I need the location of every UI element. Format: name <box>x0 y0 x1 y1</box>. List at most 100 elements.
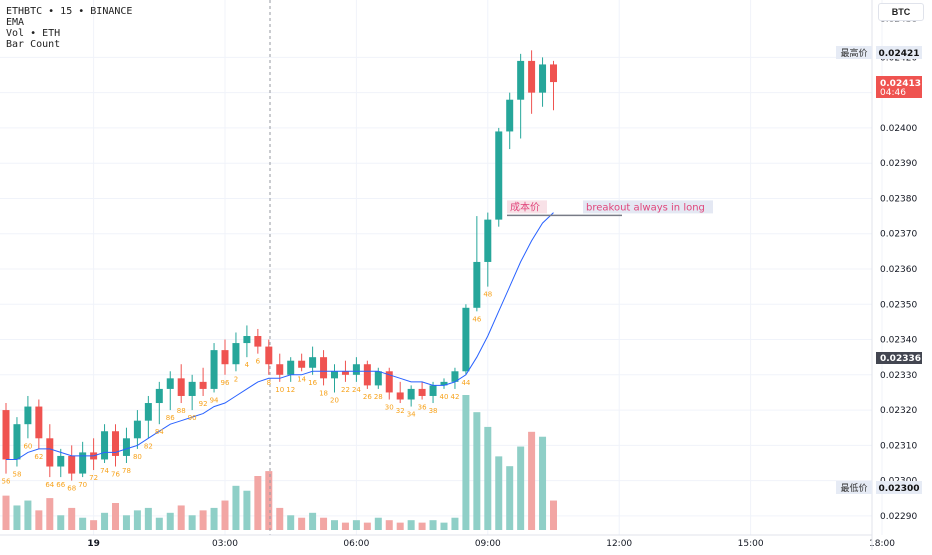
volume-bar <box>429 520 437 530</box>
bar-count-indicator-label[interactable]: Bar Count <box>6 39 61 50</box>
ema-line <box>6 212 554 460</box>
volume-bar <box>221 500 229 530</box>
candle-body <box>57 455 65 467</box>
candle-body <box>363 364 371 386</box>
volume-bar <box>13 505 21 530</box>
volume-bar <box>484 426 492 530</box>
bar-count-label: 56 <box>2 478 11 486</box>
candle-body <box>385 371 393 393</box>
ema-value: 0.02336 <box>880 354 921 364</box>
current-price-bg <box>876 76 922 98</box>
candle-body <box>177 378 185 396</box>
time-tick-label: 03:00 <box>212 539 238 549</box>
time-tick-label: 09:00 <box>475 539 501 549</box>
candle-body <box>254 336 262 347</box>
bar-count-label: 96 <box>221 379 230 387</box>
bar-count-label: 72 <box>89 474 98 482</box>
volume-bar <box>24 500 32 530</box>
candle-body <box>243 336 251 344</box>
candle-body <box>320 357 328 379</box>
candle-body <box>188 381 196 396</box>
price-tags: 最高价 0.02421 0.02413 04:46 0.02336 最低价 0.… <box>836 15 922 494</box>
volume-bar <box>331 520 338 530</box>
volume-indicator-label[interactable]: Vol • ETH <box>6 28 61 39</box>
bar-countdown: 04:46 <box>880 88 906 98</box>
volume-bar <box>320 517 328 530</box>
volume-bar <box>352 520 360 530</box>
chart-legend: ETHBTC • 15 • BINANCE EMA Vol • ETH Bar … <box>6 6 132 50</box>
volume-bar <box>101 512 109 530</box>
bar-count-label: 78 <box>122 467 131 475</box>
ema-indicator-label[interactable]: EMA <box>6 17 25 28</box>
volume-bar <box>166 512 174 530</box>
candle-body <box>418 388 426 396</box>
bar-count-label: 80 <box>133 453 142 461</box>
volume-bar <box>122 515 130 530</box>
volume-bar <box>550 500 557 530</box>
bar-count-label: 32 <box>396 407 405 415</box>
price-tick-label: 0.02320 <box>880 406 917 416</box>
bar-count-label: 16 <box>308 379 317 387</box>
volume-bar <box>254 476 262 530</box>
price-tick-label: 0.02370 <box>880 230 917 240</box>
volume-bar <box>396 522 404 530</box>
bar-count-label: 88 <box>177 407 186 415</box>
volume-bar <box>440 522 448 530</box>
bar-count-label: 24 <box>352 386 361 394</box>
bar-count-label: 60 <box>23 442 32 450</box>
candle-body <box>451 371 459 382</box>
candle-body <box>133 420 141 439</box>
time-tick-label: 06:00 <box>343 539 369 549</box>
candle-body <box>232 343 240 365</box>
currency-button[interactable]: BTC <box>878 3 924 21</box>
bar-count-label: 2 <box>234 375 238 383</box>
volume-bar <box>298 517 306 530</box>
candle-body <box>144 403 152 421</box>
bar-count-label: 70 <box>78 481 87 489</box>
volume-bar <box>341 522 349 530</box>
volume-bar <box>451 517 459 530</box>
bar-count-label: 42 <box>450 393 459 401</box>
bar-count-label: 64 <box>45 481 54 489</box>
candle-body <box>429 385 437 396</box>
time-tick-label: 19 <box>87 539 100 549</box>
candle-body <box>517 60 525 100</box>
candle-body <box>484 219 492 262</box>
candle-body <box>265 346 273 365</box>
bar-count-label: 48 <box>483 291 492 299</box>
bar-count-label: 40 <box>440 393 449 401</box>
candle-body <box>462 307 470 372</box>
symbol-line[interactable]: ETHBTC • 15 • BINANCE <box>6 6 133 17</box>
bar-count-label: 86 <box>166 414 175 422</box>
low-value: 0.02300 <box>879 484 920 494</box>
time-tick-label: 15:00 <box>738 539 764 549</box>
high-label: 最高价 <box>840 47 867 59</box>
volume-bars <box>2 395 557 530</box>
cost-label[interactable]: 成本价 <box>510 200 540 213</box>
breakout-label[interactable]: breakout always in long <box>586 202 705 213</box>
volume-bar <box>407 520 415 530</box>
volume-bar <box>177 505 185 530</box>
candle-body <box>79 452 87 474</box>
bar-count-label: 62 <box>34 453 43 461</box>
bar-count-label: 12 <box>286 386 295 394</box>
volume-bar <box>155 517 163 530</box>
volume-bar <box>287 515 295 530</box>
candle-body <box>166 378 174 389</box>
volume-bar <box>495 456 503 530</box>
bar-count-label: 10 <box>275 386 284 394</box>
high-value: 0.02421 <box>879 49 920 59</box>
volume-bar <box>265 471 273 530</box>
volume-bar <box>418 522 426 530</box>
volume-bar <box>232 485 240 530</box>
candle-body <box>550 64 557 83</box>
volume-bar <box>243 490 251 530</box>
candle-body <box>331 371 338 379</box>
candle-body <box>221 350 229 365</box>
ema-value-bg <box>876 352 922 364</box>
bar-count-label: 26 <box>363 393 372 401</box>
candles <box>2 50 557 481</box>
candle-body <box>341 371 349 375</box>
